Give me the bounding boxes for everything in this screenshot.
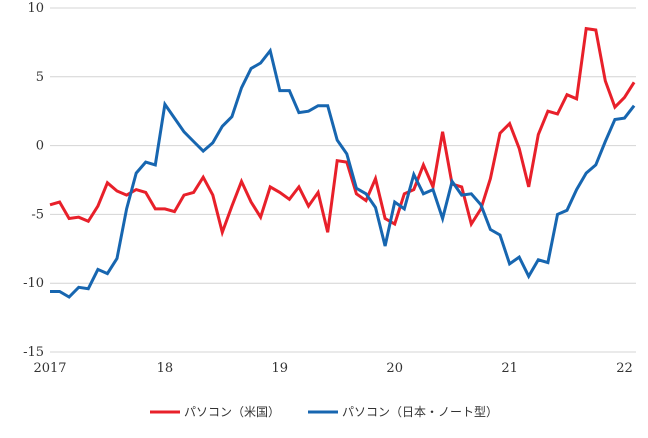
- x-tick-label: 20: [386, 361, 403, 376]
- y-tick-label: 10: [27, 1, 44, 16]
- y-tick-label: -10: [23, 276, 44, 291]
- grid-layer: [50, 7, 636, 353]
- x-tick-label: 22: [616, 361, 633, 376]
- x-tick-label: 19: [272, 361, 289, 376]
- x-tick-label: 2017: [33, 361, 66, 376]
- x-tick-label: 18: [157, 361, 174, 376]
- y-tick-label: -15: [23, 345, 44, 360]
- legend-label-japan-notebook: パソコン（日本・ノート型）: [342, 405, 498, 419]
- legend: パソコン（米国） パソコン（日本・ノート型）: [150, 405, 498, 419]
- y-tick-label: 5: [36, 70, 44, 85]
- series-line-us-pc: [49, 26, 636, 238]
- series-line-japan-notebook: [50, 47, 636, 299]
- x-tick-label: 21: [501, 361, 518, 376]
- y-tick-label: -5: [31, 207, 44, 222]
- series-layer: [49, 26, 636, 299]
- y-tick-label: 0: [36, 139, 44, 154]
- legend-label-us-pc: パソコン（米国）: [184, 405, 280, 419]
